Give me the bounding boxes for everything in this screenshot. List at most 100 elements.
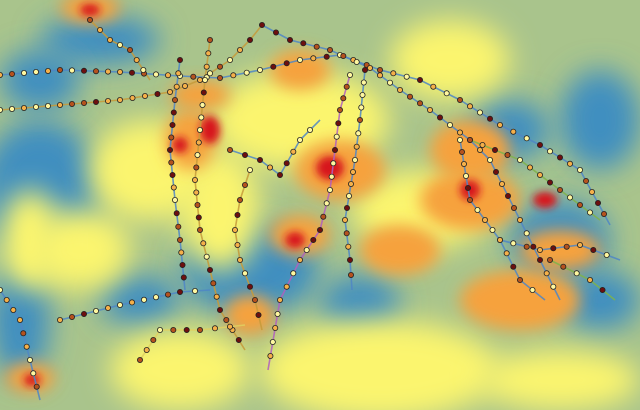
station-marker[interactable]: [523, 230, 530, 237]
station-marker[interactable]: [456, 97, 463, 104]
station-marker[interactable]: [283, 160, 290, 167]
station-marker[interactable]: [266, 164, 273, 171]
station-marker[interactable]: [140, 296, 147, 303]
station-marker[interactable]: [241, 151, 248, 158]
station-marker[interactable]: [201, 77, 208, 84]
station-marker[interactable]: [466, 136, 473, 143]
station-marker[interactable]: [446, 122, 453, 129]
station-marker[interactable]: [69, 313, 76, 320]
station-marker[interactable]: [589, 188, 596, 195]
station-marker[interactable]: [416, 77, 423, 84]
station-marker[interactable]: [241, 270, 248, 277]
station-marker[interactable]: [577, 241, 584, 248]
station-marker[interactable]: [283, 283, 290, 290]
station-marker[interactable]: [30, 370, 37, 377]
station-marker[interactable]: [20, 70, 27, 77]
station-marker[interactable]: [504, 192, 511, 199]
station-marker[interactable]: [93, 307, 100, 314]
station-marker[interactable]: [577, 201, 584, 208]
station-marker[interactable]: [223, 316, 230, 323]
station-marker[interactable]: [176, 236, 183, 243]
station-marker[interactable]: [93, 99, 100, 106]
station-marker[interactable]: [226, 146, 233, 153]
station-marker[interactable]: [296, 57, 303, 64]
station-marker[interactable]: [426, 107, 433, 114]
station-marker[interactable]: [200, 240, 207, 247]
station-marker[interactable]: [171, 196, 178, 203]
station-marker[interactable]: [331, 146, 338, 153]
station-marker[interactable]: [8, 71, 15, 78]
station-marker[interactable]: [557, 154, 564, 161]
station-marker[interactable]: [276, 171, 283, 178]
station-marker[interactable]: [296, 256, 303, 263]
station-marker[interactable]: [0, 107, 3, 113]
station-marker[interactable]: [376, 67, 383, 74]
station-marker[interactable]: [376, 72, 383, 79]
station-marker[interactable]: [117, 69, 124, 76]
station-marker[interactable]: [313, 43, 320, 50]
station-marker[interactable]: [361, 67, 368, 74]
station-marker[interactable]: [359, 92, 366, 99]
station-marker[interactable]: [345, 192, 352, 199]
station-marker[interactable]: [537, 171, 544, 178]
station-marker[interactable]: [510, 128, 517, 135]
station-marker[interactable]: [210, 280, 217, 287]
station-marker[interactable]: [10, 306, 17, 313]
station-marker[interactable]: [547, 179, 554, 186]
station-marker[interactable]: [81, 67, 88, 74]
station-marker[interactable]: [583, 177, 590, 184]
station-marker[interactable]: [231, 226, 238, 233]
station-marker[interactable]: [527, 164, 534, 171]
station-marker[interactable]: [486, 115, 493, 122]
station-marker[interactable]: [460, 160, 467, 167]
station-marker[interactable]: [196, 326, 203, 333]
station-marker[interactable]: [326, 47, 333, 54]
station-marker[interactable]: [577, 166, 584, 173]
station-marker[interactable]: [8, 106, 15, 113]
station-marker[interactable]: [97, 26, 104, 33]
station-marker[interactable]: [258, 21, 265, 28]
station-marker[interactable]: [127, 47, 134, 54]
station-marker[interactable]: [303, 246, 310, 253]
station-marker[interactable]: [3, 296, 10, 303]
station-marker[interactable]: [176, 288, 183, 295]
station-marker[interactable]: [156, 326, 163, 333]
station-marker[interactable]: [366, 65, 373, 72]
station-marker[interactable]: [358, 104, 365, 111]
station-marker[interactable]: [353, 143, 360, 150]
station-marker[interactable]: [323, 53, 330, 60]
station-marker[interactable]: [336, 107, 343, 114]
station-marker[interactable]: [164, 72, 171, 79]
station-marker[interactable]: [290, 148, 297, 155]
station-marker[interactable]: [81, 100, 88, 107]
station-marker[interactable]: [140, 67, 147, 74]
station-marker[interactable]: [333, 133, 340, 140]
station-marker[interactable]: [443, 90, 450, 97]
station-marker[interactable]: [456, 136, 463, 143]
station-marker[interactable]: [143, 346, 150, 353]
station-marker[interactable]: [547, 256, 554, 263]
station-marker[interactable]: [346, 256, 353, 263]
station-marker[interactable]: [128, 299, 135, 306]
station-marker[interactable]: [341, 216, 348, 223]
station-marker[interactable]: [226, 323, 233, 330]
station-marker[interactable]: [456, 129, 463, 136]
station-marker[interactable]: [346, 72, 353, 79]
station-marker[interactable]: [33, 383, 40, 390]
station-marker[interactable]: [272, 29, 279, 36]
station-marker[interactable]: [199, 102, 206, 109]
station-marker[interactable]: [486, 156, 493, 163]
station-marker[interactable]: [57, 102, 64, 109]
station-marker[interactable]: [283, 60, 290, 67]
station-marker[interactable]: [567, 194, 574, 201]
station-marker[interactable]: [550, 283, 557, 290]
station-marker[interactable]: [601, 210, 608, 217]
station-marker[interactable]: [276, 296, 283, 303]
station-marker[interactable]: [168, 159, 175, 166]
station-marker[interactable]: [466, 196, 473, 203]
station-marker[interactable]: [33, 104, 40, 111]
station-marker[interactable]: [436, 114, 443, 121]
station-marker[interactable]: [200, 89, 207, 96]
station-marker[interactable]: [270, 63, 277, 70]
station-marker[interactable]: [170, 184, 177, 191]
